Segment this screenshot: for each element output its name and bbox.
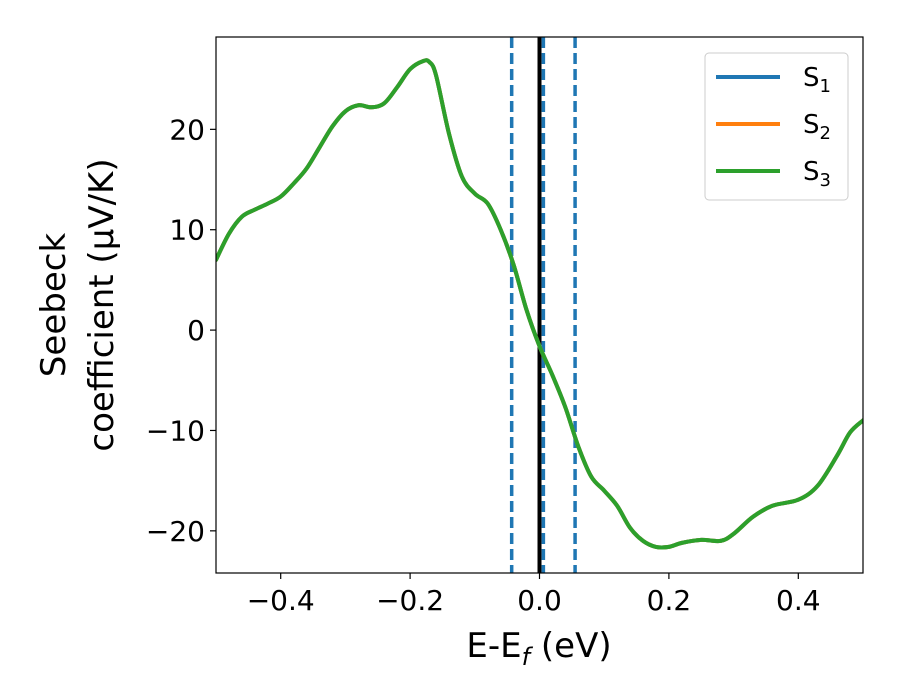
- vertical-lines: [509, 37, 577, 573]
- legend-box: [704, 52, 849, 201]
- legend: S1 S2 S3: [704, 52, 849, 201]
- y-tick-label: −10: [146, 414, 205, 447]
- x-tick-label: −0.4: [247, 584, 315, 617]
- series-line-3: [216, 58, 863, 550]
- y-tick-label: 0: [187, 314, 205, 347]
- series-lines: [216, 58, 863, 550]
- y-axis-ticks: −20 −10 0 10 20: [146, 113, 216, 548]
- x-tick-label: 0.4: [776, 584, 821, 617]
- y-tick-label: 10: [169, 214, 205, 247]
- x-axis-label: E-Ef (eV): [466, 626, 611, 671]
- x-tick-label: −0.2: [376, 584, 444, 617]
- legend-label-1: S1: [803, 63, 831, 97]
- y-tick-label: 20: [169, 113, 205, 146]
- y-tick-label: −20: [146, 515, 205, 548]
- legend-label-3: S3: [803, 157, 831, 191]
- x-axis-ticks: −0.4 −0.2 0.0 0.2 0.4: [247, 573, 821, 617]
- x-tick-label: 0.2: [647, 584, 692, 617]
- y-axis-label-line1: Seebeck: [34, 233, 74, 378]
- x-tick-label: 0.0: [517, 584, 562, 617]
- y-axis-label-line2: coefficient (μV/K): [82, 158, 122, 451]
- legend-label-2: S2: [803, 110, 831, 144]
